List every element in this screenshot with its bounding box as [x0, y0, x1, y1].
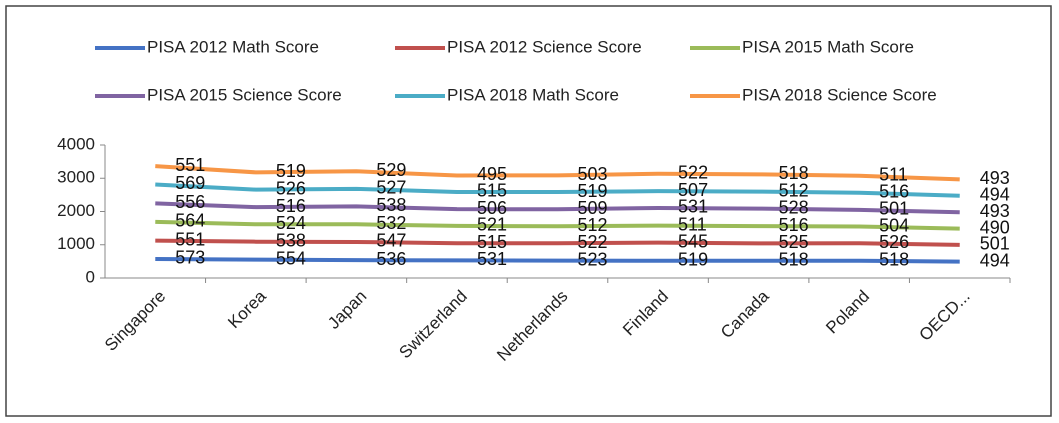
data-label: 564	[175, 211, 205, 231]
data-label: 494	[980, 185, 1010, 205]
y-tick-label: 2000	[57, 201, 95, 220]
legend-label: PISA 2015 Science Score	[147, 85, 342, 104]
data-label: 522	[578, 232, 608, 252]
data-label: 527	[376, 178, 406, 198]
data-label: 493	[980, 201, 1010, 221]
data-label: 493	[980, 168, 1010, 188]
data-label: 512	[779, 180, 809, 200]
data-label: 519	[678, 249, 708, 269]
series-line	[155, 182, 960, 198]
data-label: 494	[980, 250, 1010, 270]
data-label: 516	[779, 215, 809, 235]
data-label: 556	[175, 192, 205, 212]
data-label: 511	[879, 164, 908, 184]
data-label: 515	[477, 232, 507, 252]
data-label: 519	[578, 181, 608, 201]
data-label: 512	[578, 215, 608, 235]
data-label: 518	[779, 163, 809, 183]
data-label: 529	[376, 160, 406, 180]
data-label: 536	[376, 249, 406, 269]
data-label: 538	[376, 195, 406, 215]
legend-label: PISA 2012 Science Score	[447, 37, 642, 56]
data-label: 518	[779, 250, 809, 270]
data-label: 511	[678, 214, 707, 234]
y-tick-label: 3000	[57, 168, 95, 187]
data-label: 521	[477, 215, 507, 235]
legend-label: PISA 2018 Math Score	[447, 85, 619, 104]
data-label: 547	[376, 231, 406, 251]
data-label: 522	[678, 163, 708, 183]
data-label: 554	[276, 248, 306, 268]
data-label: 495	[477, 164, 507, 184]
data-label: 528	[779, 197, 809, 217]
data-label: 524	[276, 213, 306, 233]
y-tick-label: 4000	[57, 134, 95, 153]
data-label: 526	[879, 232, 909, 252]
data-label: 504	[879, 215, 909, 235]
data-label: 503	[578, 164, 608, 184]
legend-label: PISA 2012 Math Score	[147, 37, 319, 56]
data-label: 516	[879, 181, 909, 201]
data-label: 516	[276, 196, 306, 216]
data-label: 506	[477, 198, 507, 218]
legend-label: PISA 2015 Math Score	[742, 37, 914, 56]
data-label: 519	[276, 161, 306, 181]
data-label: 525	[779, 232, 809, 252]
data-label: 507	[678, 180, 708, 200]
data-label: 515	[477, 181, 507, 201]
series-line	[155, 164, 960, 182]
series-line	[155, 256, 960, 264]
y-tick-label: 0	[86, 267, 95, 286]
data-label: 501	[879, 199, 909, 219]
data-label: 545	[678, 231, 708, 251]
data-label: 538	[276, 230, 306, 250]
data-label: 501	[980, 234, 1010, 254]
y-tick-label: 1000	[57, 234, 95, 253]
series-line	[155, 219, 960, 231]
data-label: 531	[678, 197, 708, 217]
data-label: 523	[578, 249, 608, 269]
data-label: 526	[276, 178, 306, 198]
series-line	[155, 238, 960, 247]
data-label: 509	[578, 198, 608, 218]
data-label: 518	[879, 250, 909, 270]
series-line	[155, 201, 960, 215]
data-label: 569	[175, 173, 205, 193]
data-label: 490	[980, 217, 1010, 237]
legend-label: PISA 2018 Science Score	[742, 85, 937, 104]
data-label: 531	[477, 249, 507, 269]
data-label: 551	[175, 229, 205, 249]
data-label: 573	[175, 248, 205, 268]
data-label: 551	[175, 155, 205, 175]
data-label: 532	[376, 213, 406, 233]
